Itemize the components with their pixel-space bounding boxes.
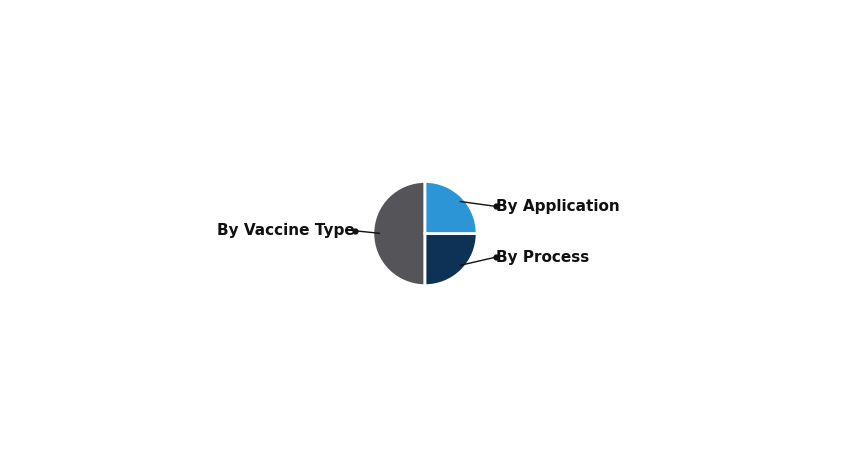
Wedge shape bbox=[425, 181, 477, 234]
Text: ☎  +1 929-297-9727 | +44-289-581-7111          ✉  sales@polarismarketresearch.co: ☎ +1 929-297-9727 | +44-289-581-7111 ✉ s… bbox=[47, 422, 803, 433]
Text: By Application: By Application bbox=[496, 199, 620, 214]
Text: By Process: By Process bbox=[496, 249, 590, 265]
Text: By Vaccine Type: By Vaccine Type bbox=[218, 223, 355, 238]
Text: Vaccine Contract Manufacturing Market By Segmentation: Vaccine Contract Manufacturing Market By… bbox=[42, 20, 808, 44]
Wedge shape bbox=[373, 181, 425, 286]
Wedge shape bbox=[425, 234, 477, 286]
